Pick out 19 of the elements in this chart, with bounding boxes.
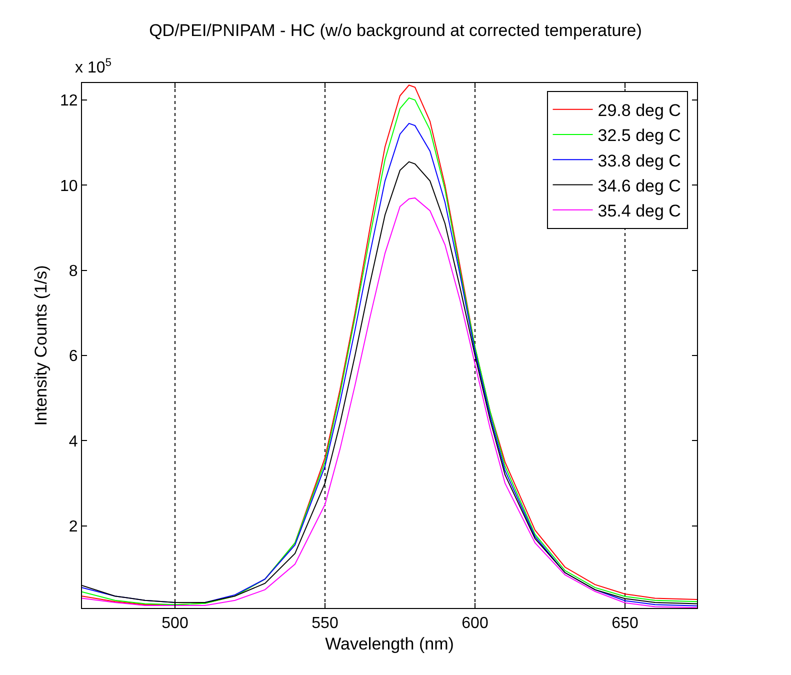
legend-label: 29.8 deg C xyxy=(598,101,681,120)
y-tick-label: 4 xyxy=(68,433,78,450)
legend-label: 32.5 deg C xyxy=(598,126,681,146)
text: x 10$^{5}$ xyxy=(75,57,112,77)
legend-label: 33.8 deg C xyxy=(598,151,681,170)
y-tick-label: 10 xyxy=(60,178,78,195)
y-tick-label: 8 xyxy=(68,262,78,280)
y-axis-title: Intensity Counts (1/s) xyxy=(32,265,51,426)
y-tick-label: 2 xyxy=(68,518,78,536)
y-tick-label: 12 xyxy=(60,92,78,110)
x-axis-title: Wavelength (nm) xyxy=(325,634,454,654)
legend-label: 35.4 deg C xyxy=(598,201,681,220)
x-tick-label: 600 xyxy=(462,615,488,632)
chart-title: QD/PEI/PNIPAM - HC (w/o background at corrected temperature) xyxy=(149,20,642,40)
legend-label: 34.6 deg C xyxy=(598,176,681,196)
x-tick-label: 650 xyxy=(612,615,638,632)
x-tick-label: 500 xyxy=(162,615,188,632)
x-tick-label: 550 xyxy=(312,615,338,632)
y-tick-label: 6 xyxy=(68,348,78,366)
